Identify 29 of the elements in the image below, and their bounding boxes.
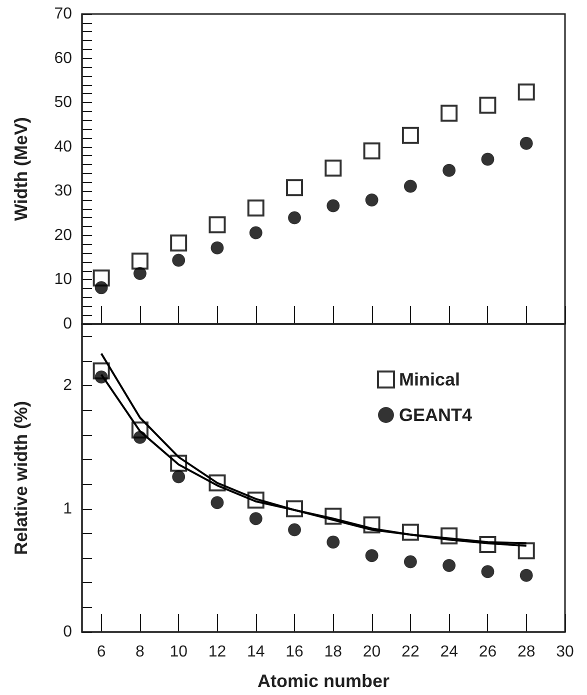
y-tick-label: 30 — [54, 182, 72, 200]
y-tick-label: 60 — [54, 50, 72, 67]
x-tick-label: 6 — [96, 644, 106, 660]
y-tick-label: 40 — [54, 138, 72, 156]
x-tick-label: 12 — [208, 644, 226, 660]
x-tick-label: 20 — [362, 644, 381, 660]
x-tick-label: 14 — [246, 644, 265, 660]
y-axis-title: Relative width (%) — [11, 400, 31, 556]
x-tick-label: 22 — [402, 644, 420, 660]
y-tick-label: 10 — [54, 271, 72, 288]
y-tick-label: 0 — [63, 624, 72, 640]
x-tick-label: 30 — [556, 644, 574, 660]
x-tick-label: 18 — [324, 644, 342, 660]
x-tick-label: 24 — [440, 644, 458, 660]
y-tick-label: 1 — [63, 500, 72, 518]
x-tick-label: 28 — [517, 644, 536, 660]
y-axis-title: Width (MeV) — [11, 117, 31, 221]
y-tick-label: 0 — [63, 316, 72, 332]
y-tick-label: 20 — [54, 226, 72, 244]
x-tick-label: 8 — [136, 644, 145, 660]
x-tick-label: 26 — [478, 644, 497, 660]
legend-label: Minical — [398, 370, 460, 390]
x-axis-title: Atomic number — [257, 671, 390, 691]
y-tick-label: 70 — [54, 6, 72, 22]
x-tick-label: 10 — [170, 644, 188, 660]
y-tick-label: 50 — [54, 94, 72, 112]
legend-label: GEANT4 — [398, 405, 472, 425]
x-tick-label: 16 — [286, 644, 304, 660]
y-tick-label: 2 — [63, 377, 72, 394]
